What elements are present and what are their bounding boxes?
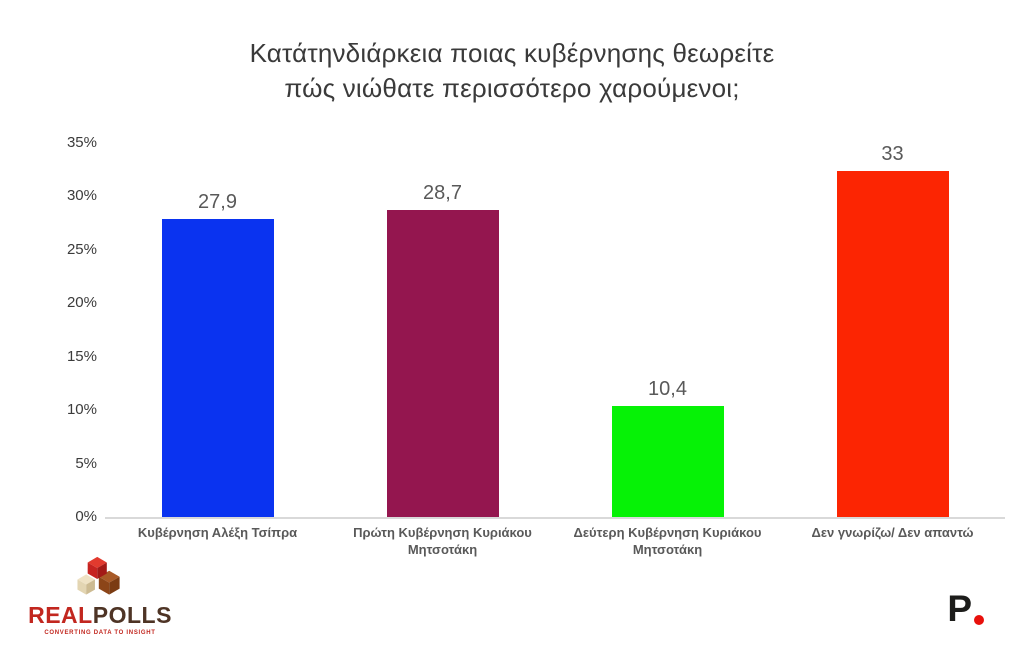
- bar-value-label: 27,9: [198, 190, 237, 213]
- y-axis-tick: 25%: [66, 240, 97, 258]
- chart-bar: [161, 218, 274, 517]
- realpolls-wordmark: REALPOLLS: [28, 604, 172, 627]
- publisher-dot-icon: [974, 615, 984, 625]
- y-axis-tick: 30%: [66, 187, 97, 205]
- chart-title: Κατάτηνδιάρκεια ποιας κυβέρνησης θεωρείτ…: [249, 38, 775, 104]
- y-axis-tick: 0%: [75, 508, 97, 525]
- publisher-letter: P: [947, 588, 972, 629]
- bar-group: 10,4 Δεύτερη Κυβέρνηση Κυριάκου Μητσοτάκη: [555, 143, 780, 557]
- plot-area: 27,9 Κυβέρνηση Αλέξη Τσίπρα 28,7 Πρώτη Κυβέ…: [105, 143, 1005, 557]
- realpolls-word-real: REAL: [28, 602, 93, 628]
- bar-group: 33 Δεν γνωρίζω/ Δεν απαντώ: [780, 143, 1005, 540]
- chart-bar: [836, 171, 949, 517]
- realpolls-cubes-icon: [77, 556, 120, 595]
- y-axis-tick: 5%: [75, 454, 97, 472]
- bar-value-label: 28,7: [423, 182, 462, 205]
- realpolls-logo: REALPOLLS CONVERTING DATA TO INSIGHT: [28, 556, 171, 636]
- bar-group: 27,9 Κυβέρνηση Αλέξη Τσίπρα: [105, 143, 330, 540]
- bar-category-label: Δεύτερη Κυβέρνηση Κυριάκου Μητσοτάκη: [573, 525, 762, 557]
- chart-bar: [611, 405, 724, 517]
- bar-value-label: 10,4: [648, 377, 687, 400]
- y-axis-tick: 15%: [66, 347, 97, 365]
- y-axis-tick: 10%: [66, 401, 97, 419]
- y-axis: 0% 5% 10% 15% 20% 25% 30% 35%: [0, 134, 97, 525]
- y-axis-tick: 20%: [66, 294, 97, 312]
- publisher-logo: P: [947, 590, 984, 627]
- bar-category-label: Πρώτη Κυβέρνηση Κυριάκου Μητσοτάκη: [353, 525, 532, 557]
- realpolls-word-polls: POLLS: [92, 602, 172, 628]
- realpolls-tagline: CONVERTING DATA TO INSIGHT: [44, 630, 156, 636]
- y-axis-tick: 35%: [66, 134, 97, 151]
- bar-value-label: 33: [881, 143, 904, 165]
- bar-category-label: Κυβέρνηση Αλέξη Τσίπρα: [137, 525, 298, 540]
- bar-category-label: Δεν γνωρίζω/ Δεν απαντώ: [811, 525, 974, 540]
- chart-bar: [386, 210, 499, 517]
- bar-group: 28,7 Πρώτη Κυβέρνηση Κυριάκου Μητσοτάκη: [330, 143, 555, 557]
